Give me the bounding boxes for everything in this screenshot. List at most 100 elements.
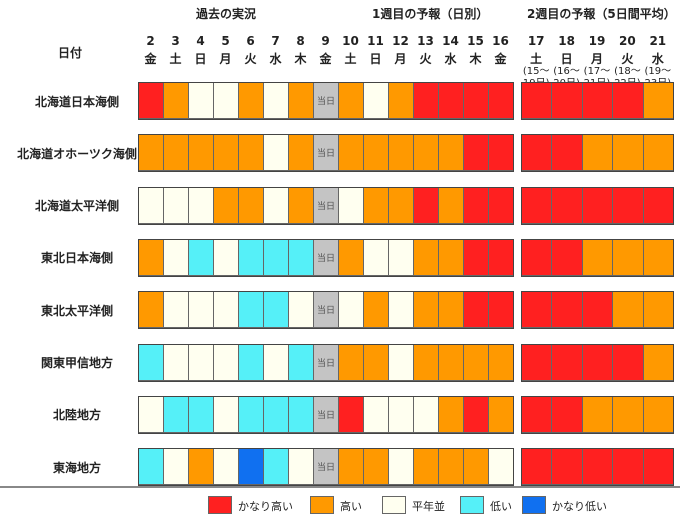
row-frame-left	[138, 82, 514, 120]
row-frame-left	[138, 395, 514, 434]
heat-cell	[551, 395, 583, 433]
legend-label: 平年並	[412, 500, 445, 513]
region-label: 北海道オホーツク海側	[17, 146, 137, 161]
row-frame-week2	[521, 343, 674, 382]
column-range-label: (19～	[644, 66, 672, 77]
heat-cell	[363, 82, 389, 119]
legend-divider	[0, 486, 680, 488]
row-frame-week2	[521, 186, 674, 225]
heat-cell	[163, 448, 189, 486]
row-frame-week2	[521, 134, 674, 173]
heat-cell	[263, 395, 289, 433]
heat-cell	[263, 238, 289, 276]
column-date-label: 12	[392, 34, 409, 48]
column-date-label: 20	[619, 34, 636, 48]
column-weekday-label: 水	[269, 52, 282, 66]
heat-cell	[488, 82, 514, 119]
legend-label: かなり高い	[238, 500, 293, 513]
column-date-label: 16	[492, 34, 509, 48]
column-date-label: 18	[558, 34, 575, 48]
column-date-label: 8	[296, 34, 305, 48]
heat-cell	[438, 291, 464, 329]
column-range-label: (17～	[583, 66, 611, 77]
legend-label: かなり低い	[552, 500, 607, 513]
heat-cell	[581, 448, 614, 486]
date-column-label: 日付	[58, 46, 83, 60]
column-weekday-label: 日	[194, 52, 207, 66]
column-date-label: 21	[649, 34, 667, 48]
row-frame-week2	[521, 82, 674, 120]
column-date-label: 4	[196, 34, 205, 48]
region-label: 北海道日本海側	[34, 94, 119, 109]
column-weekday-label: 土	[530, 52, 543, 66]
heat-cell	[463, 343, 489, 381]
row-frame-week2	[521, 291, 674, 330]
heat-cell	[213, 448, 239, 486]
region-label: 東海地方	[52, 460, 101, 475]
legend-label: 高い	[340, 500, 362, 513]
column-weekday-label: 日	[369, 52, 382, 66]
heat-cell	[521, 134, 553, 172]
column-weekday-label: 月	[219, 52, 232, 66]
column-range-label: (18～	[614, 66, 641, 77]
heat-cell	[551, 186, 583, 224]
today-cell: 当日	[313, 395, 339, 433]
column-date-label: 10	[342, 34, 359, 48]
heat-cell	[463, 291, 489, 329]
column-weekday-label: 火	[244, 52, 257, 66]
column-weekday-label: 土	[169, 52, 182, 66]
column-weekday-label: 金	[144, 52, 157, 66]
row-frame-week2	[521, 448, 674, 487]
column-weekday-label: 水	[444, 52, 457, 66]
column-weekday-label: 日	[560, 52, 573, 66]
heat-cell	[642, 134, 674, 172]
heat-cell	[138, 448, 164, 486]
heat-cell	[413, 238, 439, 276]
heat-cell	[581, 291, 614, 329]
row-frame-left	[138, 448, 514, 487]
column-date-label: 11	[367, 34, 384, 48]
heat-cell	[338, 448, 364, 486]
heat-cell	[413, 186, 439, 224]
column-date-label: 14	[442, 34, 459, 48]
heat-cell	[438, 82, 464, 119]
column-date-label: 9	[321, 34, 330, 48]
week1-section-label: 1週目の予報（日別）	[372, 7, 489, 21]
row-frame-left	[138, 238, 514, 277]
heat-cell	[388, 291, 414, 329]
region-label: 北海道太平洋側	[34, 199, 119, 214]
legend-swatch	[522, 496, 546, 514]
column-weekday-label: 月	[590, 52, 603, 66]
row-frame-week2	[521, 238, 674, 277]
column-date-label: 2	[146, 34, 155, 48]
legend-swatch	[382, 496, 406, 514]
column-date-label: 3	[171, 34, 180, 48]
column-range-label: (15～	[522, 66, 550, 77]
column-weekday-label: 月	[394, 52, 407, 66]
column-weekday-label: 土	[344, 52, 357, 66]
heat-cell	[363, 291, 389, 329]
region-label: 東北太平洋側	[40, 303, 113, 318]
heat-cell	[463, 395, 489, 433]
column-weekday-label: 火	[621, 52, 634, 66]
region-label: 関東甲信地方	[40, 356, 113, 370]
heat-cell	[488, 291, 514, 329]
row-frame-left	[138, 134, 514, 173]
column-date-label: 6	[246, 34, 255, 48]
legend-swatch	[310, 496, 334, 514]
column-weekday-label: 木	[294, 52, 307, 66]
row-frame-left	[138, 343, 514, 382]
column-date-label: 19	[588, 34, 606, 48]
column-date-label: 15	[467, 34, 484, 48]
legend-swatch	[208, 496, 232, 514]
column-date-label: 5	[221, 34, 230, 48]
column-weekday-label: 金	[319, 52, 332, 66]
heat-cell	[642, 186, 674, 224]
column-date-label: 7	[271, 34, 280, 48]
column-date-label: 13	[417, 34, 434, 48]
heat-cell	[188, 238, 214, 276]
heat-cell	[363, 343, 389, 381]
heat-cell	[163, 395, 189, 433]
column-weekday-label: 木	[469, 52, 482, 66]
column-range-label: (16～	[553, 66, 580, 77]
